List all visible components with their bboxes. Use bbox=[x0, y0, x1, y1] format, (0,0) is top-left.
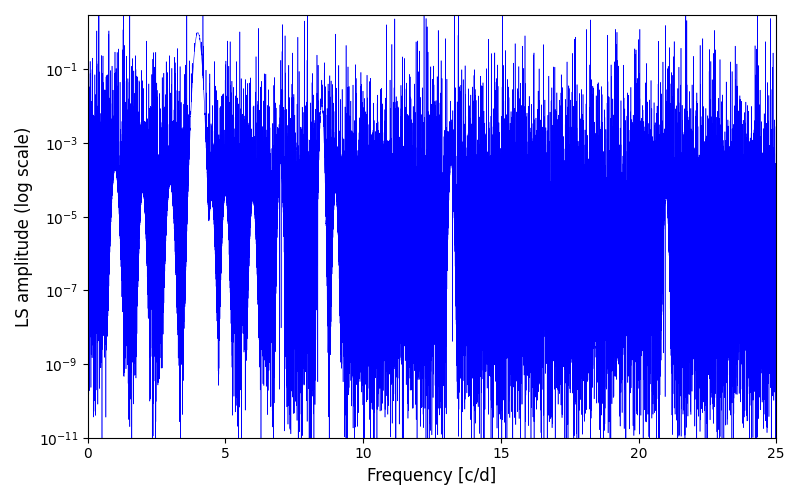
X-axis label: Frequency [c/d]: Frequency [c/d] bbox=[367, 467, 497, 485]
Y-axis label: LS amplitude (log scale): LS amplitude (log scale) bbox=[15, 126, 33, 326]
